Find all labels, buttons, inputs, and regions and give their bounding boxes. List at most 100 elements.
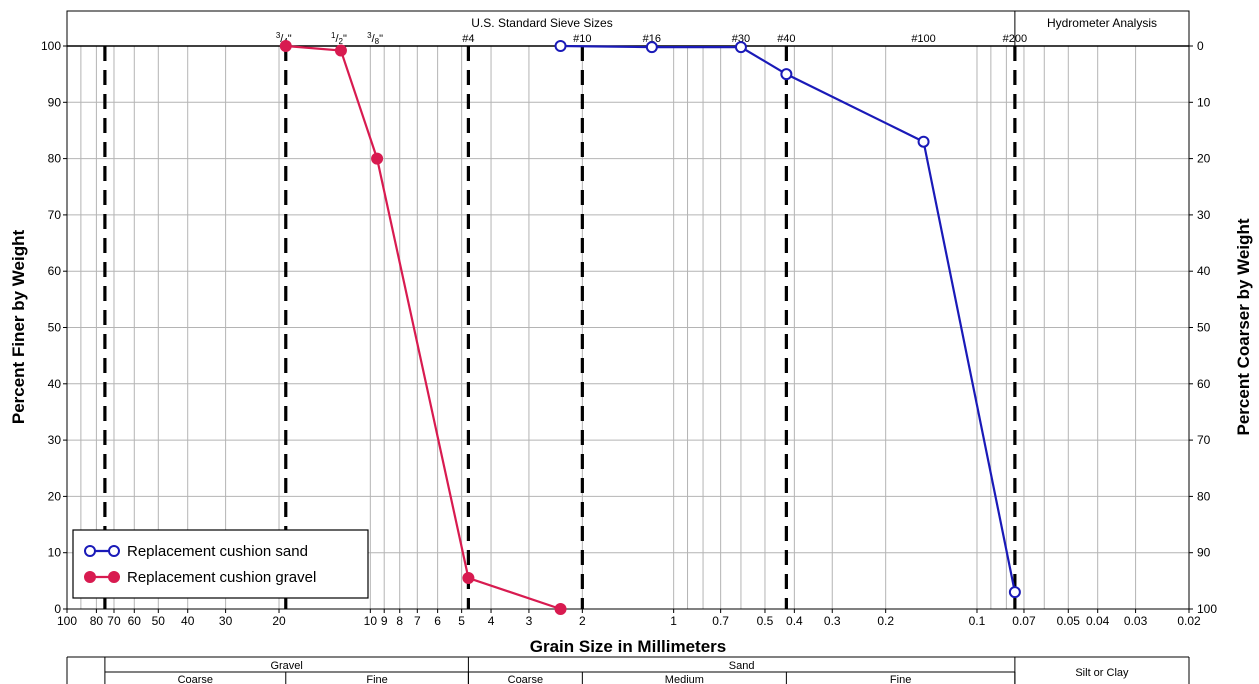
y-tick-label-right: 10: [1197, 95, 1211, 109]
legend-box: [72, 529, 369, 599]
data-point: [780, 68, 793, 81]
x-tick-label: 80: [90, 614, 104, 628]
legend-label: Replacement cushion gravel: [127, 569, 316, 586]
y-tick-label-right: 90: [1197, 546, 1211, 560]
y-tick-label-left: 50: [48, 321, 62, 335]
x-tick-label: 9: [381, 614, 388, 628]
sieve-label: #16: [643, 33, 661, 45]
table-subgroup-label: Coarse: [178, 674, 213, 684]
x-tick-label: 0.03: [1124, 614, 1148, 628]
y-tick-label-right: 0: [1197, 39, 1204, 53]
data-point: [554, 40, 567, 52]
data-point: [554, 603, 567, 615]
legend-marker: [108, 545, 120, 557]
y-tick-label-right: 40: [1197, 264, 1211, 278]
x-tick-label: 0.7: [712, 614, 729, 628]
legend-marker: [84, 571, 96, 583]
y-tick-label-right: 50: [1197, 321, 1211, 335]
x-tick-label: 0.2: [877, 614, 894, 628]
y-axis-right-title: Percent Coarser by Weight: [1234, 218, 1253, 435]
table-subgroup-label: Fine: [366, 674, 387, 684]
data-point: [645, 41, 658, 54]
x-tick-label: 0.4: [786, 614, 803, 628]
y-tick-label-left: 10: [48, 546, 62, 560]
data-point: [279, 40, 292, 52]
y-tick-label-left: 90: [48, 95, 62, 109]
y-tick-label-left: 100: [41, 39, 61, 53]
y-tick-label-left: 0: [54, 602, 61, 616]
table-subgroup-label: Coarse: [508, 674, 543, 684]
x-tick-label: 0.3: [824, 614, 841, 628]
sieve-label: #4: [462, 33, 474, 45]
x-tick-label: 8: [396, 614, 403, 628]
x-tick-label: 1: [670, 614, 677, 628]
table-group-label: Sand: [729, 660, 755, 672]
y-tick-label-right: 80: [1197, 489, 1211, 503]
legend-label: Replacement cushion sand: [127, 543, 308, 560]
series-line: [560, 44, 1016, 593]
table-subgroup-label: Medium: [665, 674, 704, 684]
legend-marker: [84, 545, 96, 557]
sieve-label: 1/2": [331, 31, 347, 46]
y-tick-label-left: 40: [48, 377, 62, 391]
data-point: [371, 152, 384, 165]
sieve-label: #30: [732, 33, 750, 45]
sieve-label: #100: [911, 33, 935, 45]
x-tick-label: 40: [181, 614, 195, 628]
grid: [67, 46, 1190, 609]
data-point: [734, 41, 747, 54]
x-tick-label: 20: [272, 614, 286, 628]
sieve-label: #10: [573, 33, 591, 45]
sieve-header: U.S. Standard Sieve Sizes: [471, 16, 612, 30]
x-tick-label: 10: [364, 614, 378, 628]
table-subgroup-label: Fine: [890, 674, 911, 684]
frame-rect: [66, 10, 1190, 610]
x-tick-label: 0.07: [1012, 614, 1036, 628]
y-tick-label-right: 30: [1197, 208, 1211, 222]
x-tick-label: 7: [414, 614, 421, 628]
legend: Replacement cushion sand Replacement cush…: [72, 529, 369, 599]
data-point: [1008, 586, 1021, 599]
x-tick-label: 6: [434, 614, 441, 628]
sieve-label: 3/8": [367, 31, 383, 46]
x-tick-label: 4: [488, 614, 495, 628]
sieve-label: #40: [777, 33, 795, 45]
axes: 100 80 70 60 50 40 30 20 10 9 8 7 6 5 4 3 2 1 0.7 0.5 0.4 0.3…: [41, 31, 1217, 628]
y-tick-label-left: 30: [48, 433, 62, 447]
x-axis-title: Grain Size in Millimeters: [530, 637, 727, 656]
table-group-label: Silt or Clay: [1075, 667, 1129, 679]
data-point: [917, 135, 930, 148]
data-point: [462, 572, 475, 585]
x-tick-label: 0.02: [1177, 614, 1201, 628]
y-tick-label-left: 70: [48, 208, 62, 222]
x-tick-label: 0.05: [1057, 614, 1081, 628]
y-tick-label-left: 20: [48, 489, 62, 503]
y-tick-label-right: 20: [1197, 152, 1211, 166]
data-point: [334, 44, 347, 57]
x-tick-label: 0.5: [757, 614, 774, 628]
x-tick-label: 50: [152, 614, 166, 628]
x-tick-label: 2: [579, 614, 586, 628]
table-group-label: Gravel: [270, 660, 302, 672]
y-tick-label-left: 60: [48, 264, 62, 278]
y-tick-label-right: 60: [1197, 377, 1211, 391]
hydrometer-header: Hydrometer Analysis: [1047, 16, 1157, 30]
y-axis-left-title: Percent Finer by Weight: [9, 230, 28, 425]
classification-table: Gravel Sand Silt or Clay Coarse Fine Coarse Me…: [66, 656, 1190, 684]
x-tick-label: 30: [219, 614, 233, 628]
x-tick-label: 5: [458, 614, 465, 628]
y-tick-label-right: 100: [1197, 602, 1217, 616]
sieve-label: #200: [1003, 33, 1027, 45]
y-tick-label-left: 80: [48, 152, 62, 166]
legend-marker: [108, 571, 120, 583]
x-tick-label: 70: [107, 614, 121, 628]
x-tick-label: 60: [128, 614, 142, 628]
sieve-lines: [103, 46, 1017, 609]
x-tick-label: 0.1: [969, 614, 986, 628]
y-tick-label-right: 70: [1197, 433, 1211, 447]
x-tick-label: 3: [526, 614, 533, 628]
x-tick-label: 100: [57, 614, 77, 628]
x-tick-label: 0.04: [1086, 614, 1110, 628]
series-group: [279, 40, 1021, 615]
